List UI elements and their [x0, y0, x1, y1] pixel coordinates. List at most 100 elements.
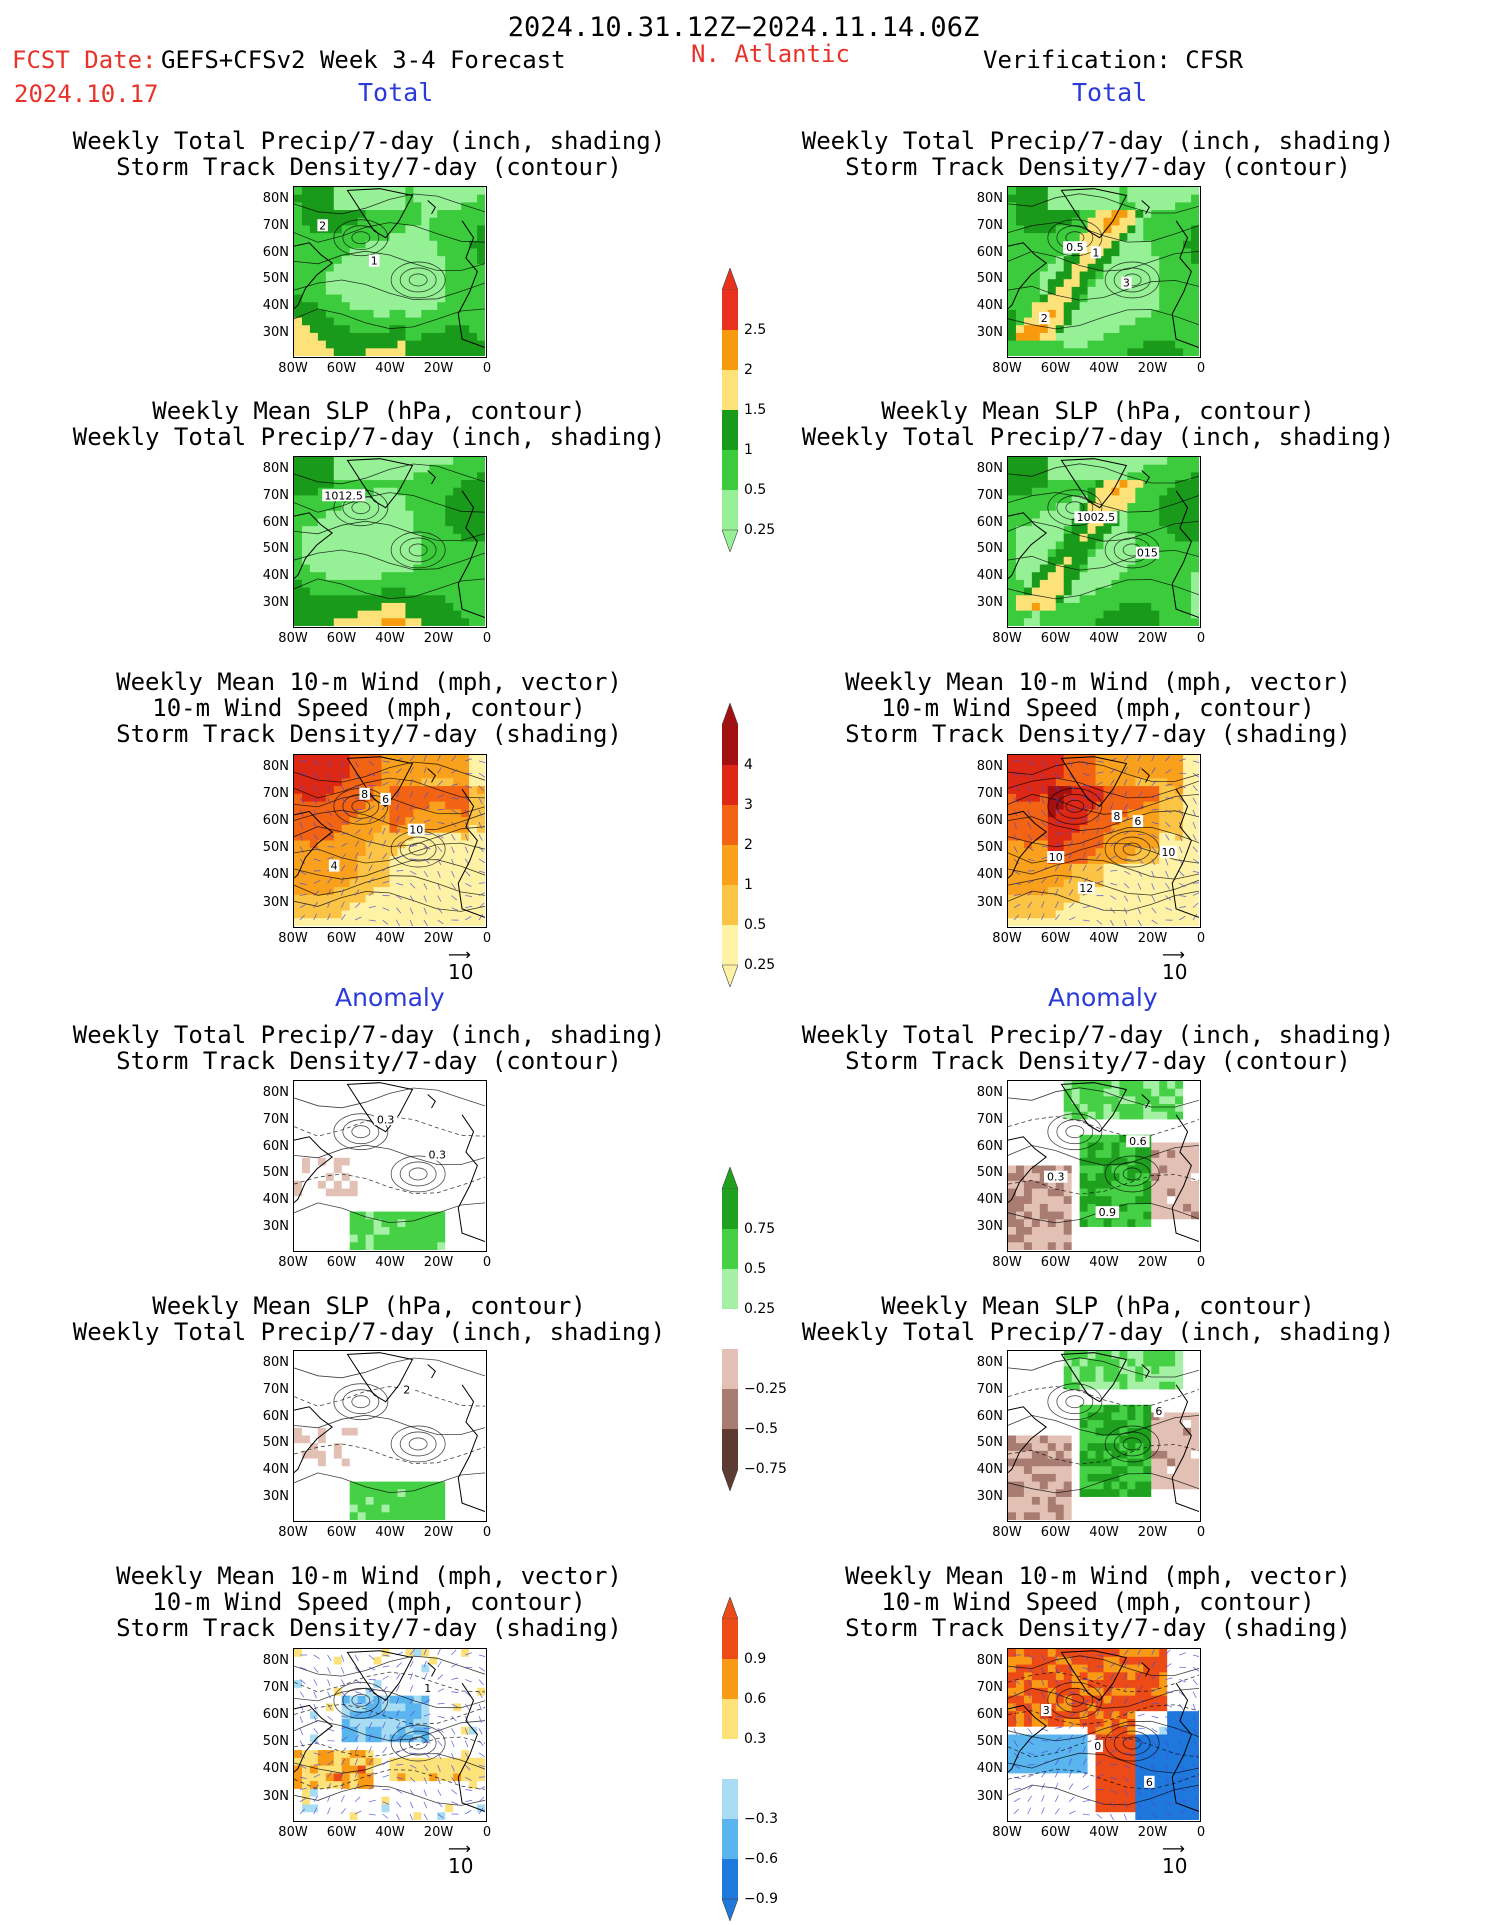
y-tick-label: 50N: [976, 541, 1003, 557]
x-tick-label: 80W: [992, 931, 1022, 946]
colorbar-label: 2: [744, 837, 753, 853]
section-anomaly-left: Anomaly: [335, 983, 445, 1012]
panel-title-r1: Weekly Total Precip/7-day (inch, shading…: [801, 127, 1395, 181]
colorbar-label: 1.5: [744, 402, 767, 418]
colorbar-label: −0.25: [744, 1381, 787, 1397]
y-tick-label: 80N: [976, 759, 1003, 774]
verification-label: Verification: CFSR: [983, 46, 1244, 74]
y-tick-label: 30N: [976, 1788, 1003, 1804]
y-tick-label: 80N: [262, 1085, 289, 1100]
svg-text:3: 3: [1123, 277, 1130, 290]
y-tick-label: 30N: [262, 1788, 289, 1804]
svg-text:1: 1: [1092, 246, 1099, 259]
contour-label: 10: [1159, 845, 1177, 859]
y-tick-label: 50N: [262, 541, 289, 557]
contour-label: 1: [1090, 246, 1102, 259]
x-tick-label: 20W: [1137, 931, 1168, 946]
colorbar-1: [721, 267, 739, 556]
y-tick-label: 60N: [262, 1408, 289, 1424]
x-tick-label: 60W: [326, 931, 357, 946]
svg-text:8: 8: [361, 788, 368, 801]
x-tick-label: 40W: [1089, 631, 1119, 646]
contour-label: 1002.5: [1074, 511, 1118, 524]
contour-label: 015: [1135, 546, 1160, 560]
x-tick-label: 20W: [1137, 1525, 1168, 1540]
y-tick-label: 40N: [976, 1192, 1003, 1208]
x-tick-label: 0: [1196, 361, 1206, 376]
x-tick-label: 0: [1196, 631, 1206, 646]
x-tick-label: 40W: [375, 1255, 405, 1270]
svg-text:1: 1: [371, 255, 378, 268]
svg-text:10: 10: [409, 824, 423, 837]
x-tick-label: 80W: [992, 1825, 1022, 1840]
section-total-left: Total: [358, 78, 434, 107]
x-tick-label: 0: [482, 631, 492, 646]
section-total-right: Total: [1072, 78, 1148, 107]
colorbar-label: −0.5: [744, 1421, 778, 1437]
map-r3: 8 10 12 6 10: [1007, 754, 1201, 928]
y-tick-label: 50N: [262, 1435, 289, 1451]
x-tick-label: 80W: [278, 1825, 308, 1840]
y-tick-label: 60N: [262, 813, 289, 829]
y-tick-label: 50N: [262, 840, 289, 856]
y-tick-label: 50N: [976, 1435, 1003, 1451]
x-tick-label: 60W: [1040, 631, 1071, 646]
colorbar-label: 2: [744, 362, 753, 378]
colorbar-label: 0.5: [744, 1261, 767, 1277]
y-tick-label: 30N: [976, 594, 1003, 610]
colorbar-label: −0.6: [744, 1851, 778, 1867]
y-tick-label: 80N: [262, 191, 289, 206]
contour-label: 6: [1132, 815, 1144, 828]
colorbar-label: −0.3: [744, 1811, 778, 1827]
contour-label: 1: [422, 1681, 433, 1695]
svg-text:015: 015: [1137, 547, 1158, 560]
contour-label: 6: [1144, 1775, 1155, 1789]
x-tick-label: 0: [1196, 1525, 1206, 1540]
y-tick-label: 40N: [976, 568, 1003, 584]
x-tick-label: 60W: [1040, 361, 1071, 376]
x-tick-label: 80W: [278, 1525, 308, 1540]
y-tick-label: 60N: [976, 813, 1003, 829]
contour-label: 2: [401, 1383, 412, 1396]
colorbar-2: [721, 702, 739, 991]
x-tick-label: 40W: [1089, 1255, 1119, 1270]
panel-title-r5: Weekly Mean SLP (hPa, contour) Weekly To…: [801, 1292, 1395, 1346]
contour-label: 6: [380, 792, 391, 806]
x-tick-label: 60W: [1040, 1825, 1071, 1840]
panel-title-l4: Weekly Total Precip/7-day (inch, shading…: [72, 1021, 666, 1075]
y-tick-label: 60N: [976, 1408, 1003, 1424]
y-tick-label: 60N: [976, 1707, 1003, 1723]
y-tick-label: 80N: [976, 461, 1003, 476]
colorbar-label: −0.9: [744, 1891, 778, 1907]
x-tick-label: 0: [1196, 1255, 1206, 1270]
contour-label: 8: [1111, 809, 1123, 823]
y-tick-label: 50N: [976, 271, 1003, 287]
y-tick-label: 30N: [976, 894, 1003, 910]
contour-label: 0.9: [1095, 1206, 1120, 1219]
colorbar-label: 0.3: [744, 1731, 767, 1747]
contour-label: 10: [407, 823, 425, 837]
x-tick-label: 40W: [1089, 931, 1119, 946]
y-tick-label: 50N: [262, 1165, 289, 1181]
svg-text:2: 2: [319, 219, 326, 232]
y-tick-label: 70N: [976, 217, 1003, 233]
contour-label: 0: [1092, 1739, 1104, 1753]
y-tick-label: 70N: [976, 1111, 1003, 1127]
y-tick-label: 70N: [976, 786, 1003, 802]
colorbar-label: 0.9: [744, 1651, 767, 1667]
colorbar-label: −0.75: [744, 1461, 787, 1477]
x-tick-label: 40W: [375, 631, 405, 646]
svg-text:10: 10: [1161, 846, 1175, 859]
svg-text:12: 12: [1079, 882, 1093, 895]
y-tick-label: 60N: [976, 1138, 1003, 1154]
vector-reference-value: 10: [1162, 1854, 1188, 1878]
y-tick-label: 30N: [262, 1218, 289, 1234]
x-tick-label: 0: [1196, 931, 1206, 946]
svg-text:0.3: 0.3: [429, 1149, 447, 1162]
x-tick-label: 80W: [992, 1255, 1022, 1270]
x-tick-label: 40W: [375, 361, 405, 376]
colorbar-label: 1: [744, 442, 753, 458]
y-tick-label: 30N: [262, 594, 289, 610]
colorbar-label: 0.5: [744, 917, 767, 933]
x-tick-label: 80W: [278, 361, 308, 376]
